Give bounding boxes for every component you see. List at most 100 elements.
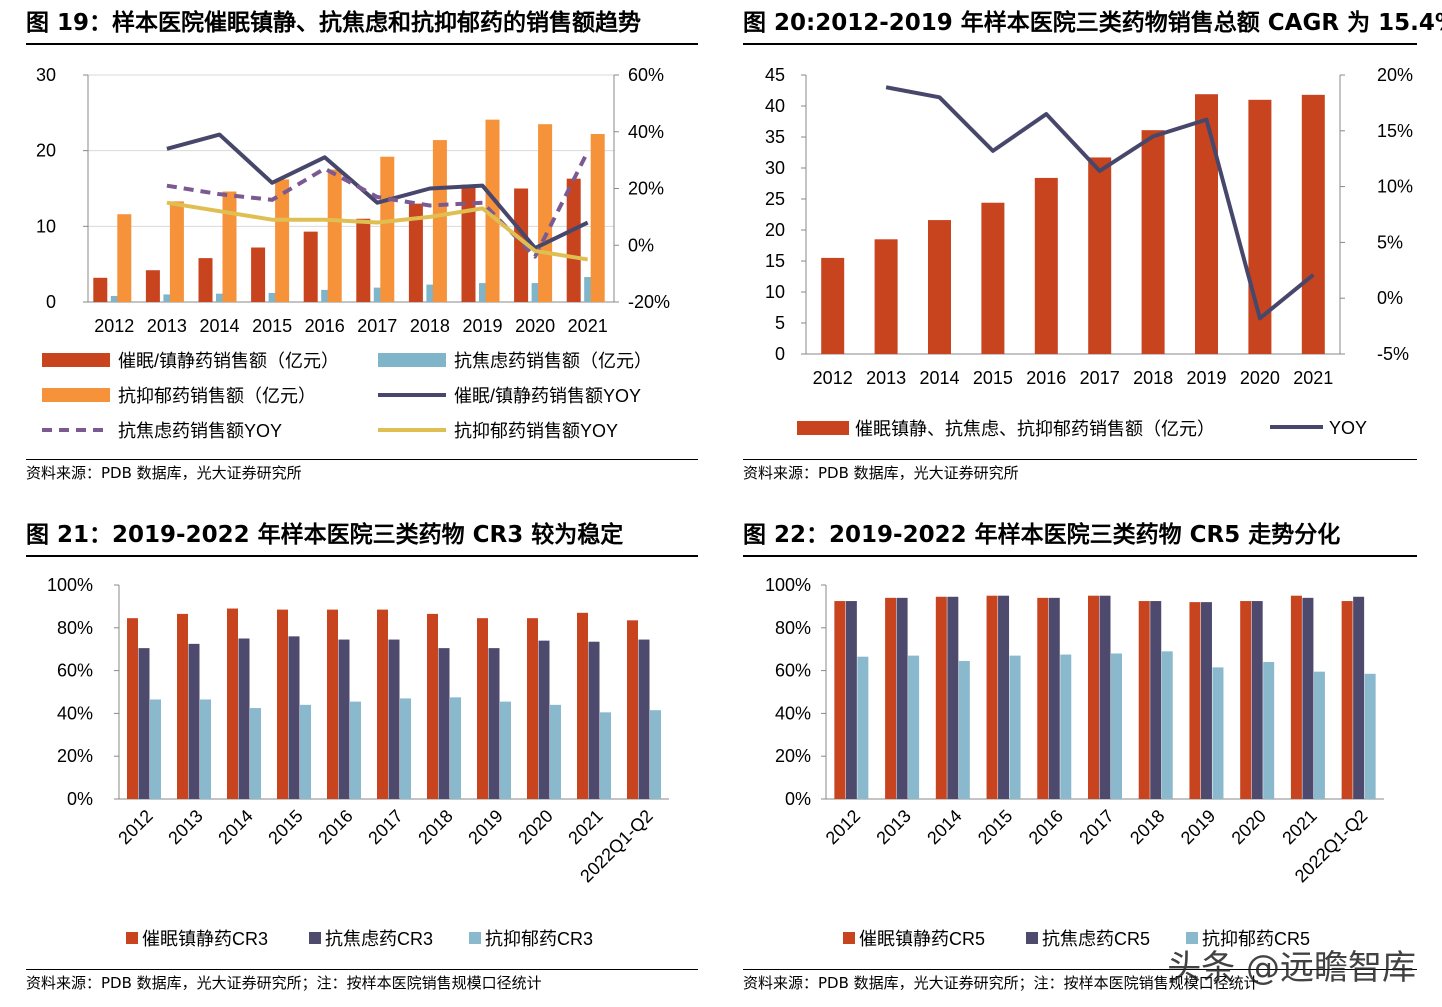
y-tick-label: 60% (775, 661, 811, 681)
x-tick-label: 2016 (305, 316, 345, 336)
x-tick-label: 2016 (1026, 368, 1066, 388)
bar-anxiolytic (216, 293, 227, 302)
x-tick-label: 2021 (1278, 806, 1320, 848)
bar-sedative (93, 277, 108, 302)
bar-antidepressant (590, 134, 605, 302)
y2-tick-label: 10% (1377, 177, 1413, 197)
y-tick-label: 0 (46, 292, 56, 312)
bar-cr_antidepressant (1060, 654, 1072, 799)
bar-cr_anxiolytic (896, 597, 908, 799)
legend-label: 抗焦虑药销售额（亿元） (454, 351, 652, 371)
x-tick-label: 2021 (564, 806, 606, 848)
bar-anxiolytic (163, 294, 175, 302)
x-tick-label: 2019 (1186, 368, 1226, 388)
y-tick-label: 0% (785, 789, 811, 809)
bar-cr_anxiolytic (1099, 595, 1111, 799)
x-tick-label: 2017 (1075, 806, 1117, 848)
y2-tick-label: 20% (1377, 65, 1413, 85)
x-tick-label: 2016 (1025, 806, 1067, 848)
bar-antidepressant (380, 156, 395, 302)
figure-19-source-rule (26, 459, 698, 460)
y-tick-label: 25 (765, 189, 785, 209)
y-tick-label: 10 (36, 216, 56, 236)
x-tick-label: 2014 (919, 368, 959, 388)
x-tick-label: 2014 (199, 316, 239, 336)
bar-sedative (198, 258, 213, 302)
x-tick-label: 2016 (314, 806, 356, 848)
x-tick-label: 2017 (364, 806, 406, 848)
bar-cr_sedative (1341, 601, 1353, 799)
bar-cr_anxiolytic (1150, 601, 1162, 799)
bar-cr_anxiolytic (1200, 602, 1212, 799)
y-tick-label: 100% (765, 575, 811, 595)
bar-cr_anxiolytic (488, 648, 500, 799)
bar-antidepressant (275, 179, 290, 302)
x-tick-label: 2015 (252, 316, 292, 336)
bar-cr_sedative (327, 609, 338, 799)
bar-antidepressant (117, 214, 132, 302)
legend-label: 抗焦虑药CR5 (1042, 929, 1150, 949)
y-tick-label: 20% (775, 746, 811, 766)
x-tick-label: 2012 (822, 806, 864, 848)
bar-cr_anxiolytic (638, 639, 650, 799)
bar-cr_sedative (177, 613, 188, 799)
bar-cr_antidepressant (857, 656, 869, 799)
legend-label: YOY (1329, 418, 1367, 438)
bar-cr_antidepressant (250, 708, 261, 799)
y-tick-label: 30 (36, 65, 56, 85)
bar-sedative (145, 270, 160, 302)
bar-cr_antidepressant (600, 712, 611, 799)
figure-20-source: 资料来源：PDB 数据库，光大证券研究所 (743, 464, 1019, 482)
watermark: 头条 @远瞻智库 (1167, 948, 1416, 988)
legend-swatch (378, 353, 446, 367)
y-tick-label: 40% (57, 703, 93, 723)
y2-tick-label: 60% (628, 65, 664, 85)
bar-antidepressant (327, 169, 342, 302)
bar-cr_antidepressant (650, 710, 661, 799)
y-tick-label: 80% (57, 618, 93, 638)
bar-cr_antidepressant (1161, 651, 1173, 799)
legend-swatch (1186, 932, 1198, 944)
y-tick-label: 80% (775, 618, 811, 638)
bar-cr_anxiolytic (845, 601, 857, 799)
y-tick-label: 45 (765, 65, 785, 85)
bar-total-sales (928, 220, 951, 354)
bar-cr_antidepressant (300, 704, 311, 799)
legend-label: 抗抑郁药销售额（亿元） (118, 386, 316, 406)
legend-label: 催眠镇静药CR3 (142, 929, 268, 949)
legend-swatch (126, 932, 138, 944)
figure-19-title-rule (26, 43, 698, 45)
bar-anxiolytic (373, 287, 385, 302)
bar-anxiolytic (584, 277, 596, 302)
legend-label: 催眠/镇静药销售额（亿元） (118, 351, 339, 371)
bar-total-sales (821, 257, 845, 354)
bar-cr_anxiolytic (238, 638, 250, 799)
figure-21-source: 资料来源：PDB 数据库，光大证券研究所；注：按样本医院销售规模口径统计 (26, 974, 542, 992)
x-tick-label: 2019 (1177, 806, 1219, 848)
figure-22-source: 资料来源：PDB 数据库，光大证券研究所；注：按样本医院销售规模口径统计 (743, 974, 1259, 992)
bar-cr_anxiolytic (1048, 597, 1060, 799)
figure-22-panel: 图 22：2019-2022 年样本医院三类药物 CR5 走势分化 0% 20% 4… (743, 520, 1417, 1000)
y2-tick-label: 40% (628, 122, 664, 142)
figure-22-title: 图 22：2019-2022 年样本医院三类药物 CR5 走势分化 (743, 522, 1341, 548)
legend-swatch (843, 932, 855, 944)
x-tick-label: 2018 (414, 806, 456, 848)
bar-antidepressant (432, 140, 447, 302)
x-tick-label: 2019 (462, 316, 502, 336)
y-tick-label: 20% (57, 746, 93, 766)
figure-22-title-rule (743, 555, 1417, 557)
bar-cr_antidepressant (350, 701, 361, 799)
bar-cr_sedative (377, 609, 388, 799)
bar-cr_antidepressant (1111, 653, 1122, 799)
y2-tick-label: 0% (1377, 288, 1403, 308)
bar-cr_antidepressant (150, 699, 161, 799)
y2-tick-label: 20% (628, 179, 664, 199)
y2-tick-label: 0% (628, 235, 654, 255)
bar-cr_sedative (1037, 597, 1049, 799)
bar-total-sales (1195, 94, 1218, 354)
bar-anxiolytic (321, 289, 333, 302)
x-tick-label: 2018 (410, 316, 450, 336)
series-line-antidepressant_yoy (166, 200, 589, 262)
y2-tick-label: -20% (628, 292, 670, 312)
bar-cr_anxiolytic (1302, 597, 1314, 799)
